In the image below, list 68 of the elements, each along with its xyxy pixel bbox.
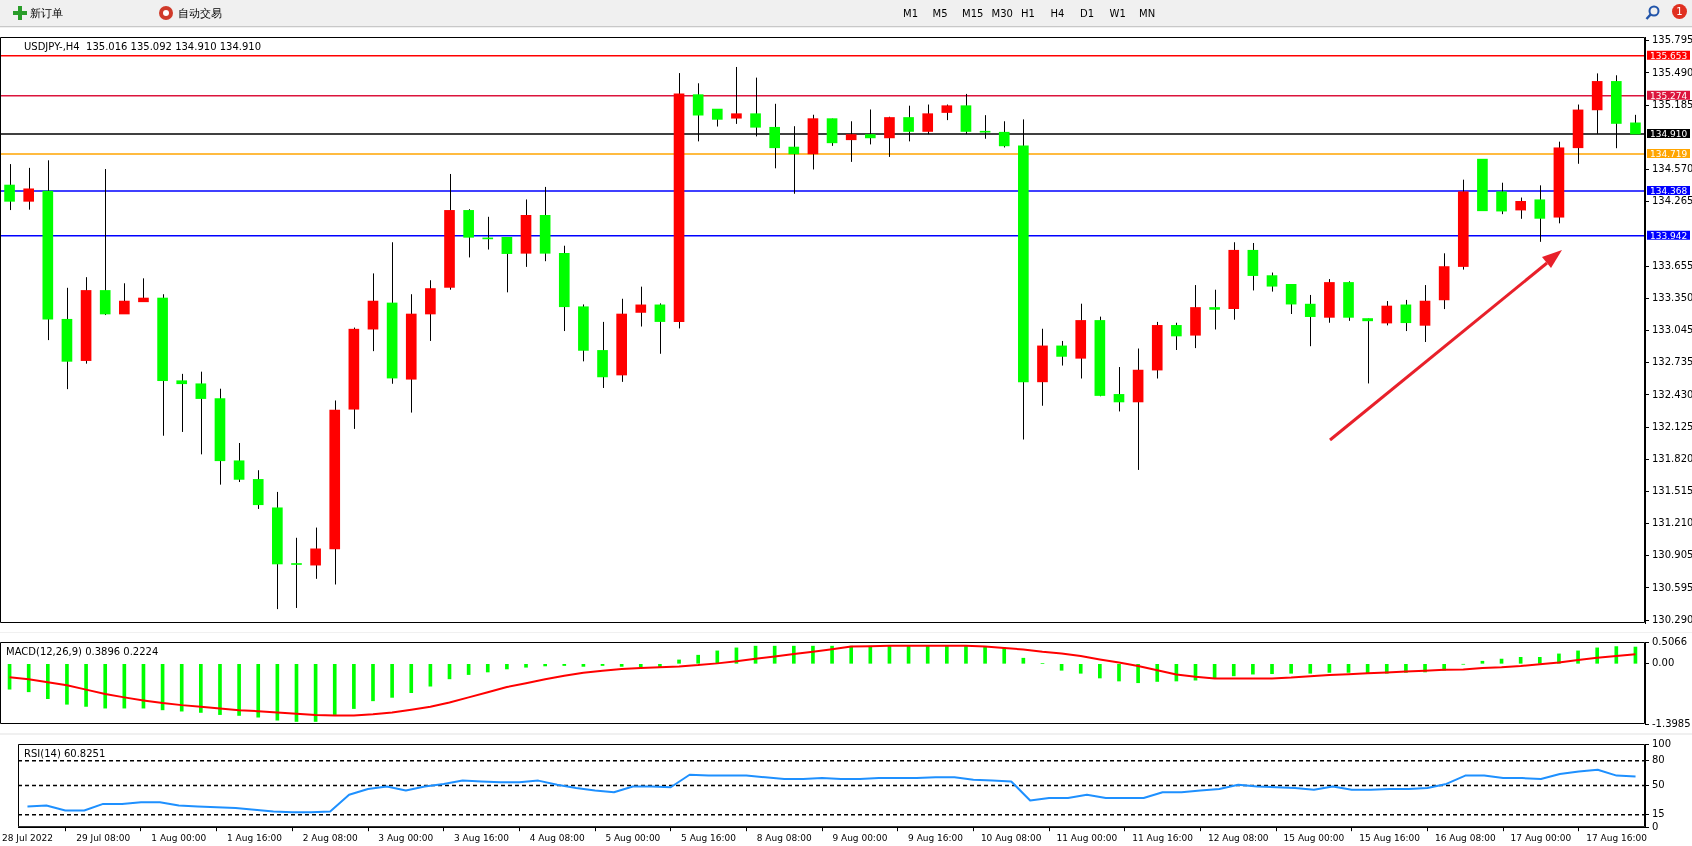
y-tick-label: -1.3985 xyxy=(1652,717,1691,729)
x-tick-label: 11 Aug 16:00 xyxy=(1132,832,1194,843)
text: M15 xyxy=(961,7,985,21)
text: M1 xyxy=(902,7,919,21)
y-tick-label: 100 xyxy=(1652,737,1672,749)
x-tick-label: 3 Aug 16:00 xyxy=(454,832,510,843)
y-tick-label: 135.795 xyxy=(1652,34,1692,46)
x-tick-label: 4 Aug 08:00 xyxy=(529,832,585,843)
y-tick-label: 0.5066 xyxy=(1652,635,1687,647)
y-tick-label: 130.905 xyxy=(1652,548,1692,560)
chart-title: USDJPY-,H4 135.016 135.092 134.910 134.910 xyxy=(24,40,262,52)
text: D1 xyxy=(1079,7,1096,21)
y-tick-label: 130.290 xyxy=(1652,613,1692,625)
ref-line-label: 133.942 xyxy=(1650,230,1688,241)
x-tick-label: 17 Aug 00:00 xyxy=(1510,832,1572,843)
x-tick-label: 12 Aug 08:00 xyxy=(1207,832,1269,843)
x-tick-label: 5 Aug 00:00 xyxy=(605,832,661,843)
x-tick-label: 3 Aug 00:00 xyxy=(378,832,434,843)
ref-line-label: 135.653 xyxy=(1650,50,1688,61)
x-tick-label: 29 Jul 08:00 xyxy=(76,832,131,843)
y-tick-label: 133.045 xyxy=(1652,323,1692,335)
text: H4 xyxy=(1049,7,1066,21)
x-tick-label: 15 Aug 00:00 xyxy=(1283,832,1345,843)
y-tick-label: 133.350 xyxy=(1652,291,1692,303)
text: 自动交易 xyxy=(178,6,222,22)
x-tick-label: 1 Aug 16:00 xyxy=(227,832,283,843)
x-tick-label: 8 Aug 08:00 xyxy=(756,832,812,843)
y-tick-label: 134.570 xyxy=(1652,163,1692,175)
y-tick-label: 131.210 xyxy=(1652,516,1692,528)
text: W1 xyxy=(1108,7,1127,21)
x-tick-label: 17 Aug 16:00 xyxy=(1586,832,1648,843)
y-tick-label: 50 xyxy=(1652,779,1665,791)
chart-title: RSI(14) 60.8251 xyxy=(24,747,106,759)
y-tick-label: 131.515 xyxy=(1652,484,1692,496)
y-tick-label: 132.125 xyxy=(1652,420,1692,432)
x-tick-label: 9 Aug 00:00 xyxy=(832,832,888,843)
text: MN xyxy=(1138,7,1157,21)
y-tick-label: 132.735 xyxy=(1652,356,1692,368)
x-tick-label: 11 Aug 00:00 xyxy=(1056,832,1118,843)
x-tick-label: 28 Jul 2022 xyxy=(2,832,53,843)
notification-badge: 1 xyxy=(1672,4,1687,19)
x-tick-label: 2 Aug 08:00 xyxy=(302,832,358,843)
y-tick-label: 15 xyxy=(1652,808,1665,820)
text: H1 xyxy=(1020,7,1036,21)
text: M30 xyxy=(990,7,1014,21)
x-tick-label: 16 Aug 08:00 xyxy=(1434,832,1496,843)
x-tick-label: 5 Aug 16:00 xyxy=(681,832,737,843)
y-tick-label: 0.00 xyxy=(1652,657,1675,669)
ref-line-label: 134.719 xyxy=(1650,148,1688,159)
y-tick-label: 132.430 xyxy=(1652,388,1692,400)
chart-title: MACD(12,26,9) 0.3896 0.2224 xyxy=(6,645,159,657)
x-tick-label: 15 Aug 16:00 xyxy=(1359,832,1421,843)
y-tick-label: 134.265 xyxy=(1652,195,1692,207)
y-tick-label: 131.820 xyxy=(1652,452,1692,464)
y-tick-label: 130.595 xyxy=(1652,581,1692,593)
text: M5 xyxy=(931,7,949,21)
ref-line-label: 134.368 xyxy=(1650,185,1688,196)
y-tick-label: 135.490 xyxy=(1652,66,1692,78)
x-tick-label: 1 Aug 00:00 xyxy=(151,832,207,843)
ref-line-label: 134.910 xyxy=(1650,128,1688,139)
ref-line-label: 135.274 xyxy=(1650,90,1688,101)
text: 新订单 xyxy=(30,6,63,22)
y-tick-label: 135.185 xyxy=(1652,98,1692,110)
y-tick-label: 0 xyxy=(1652,820,1659,832)
x-tick-label: 10 Aug 08:00 xyxy=(980,832,1042,843)
y-tick-label: 133.655 xyxy=(1652,259,1692,271)
y-tick-label: 80 xyxy=(1652,754,1665,766)
x-tick-label: 9 Aug 16:00 xyxy=(908,832,964,843)
